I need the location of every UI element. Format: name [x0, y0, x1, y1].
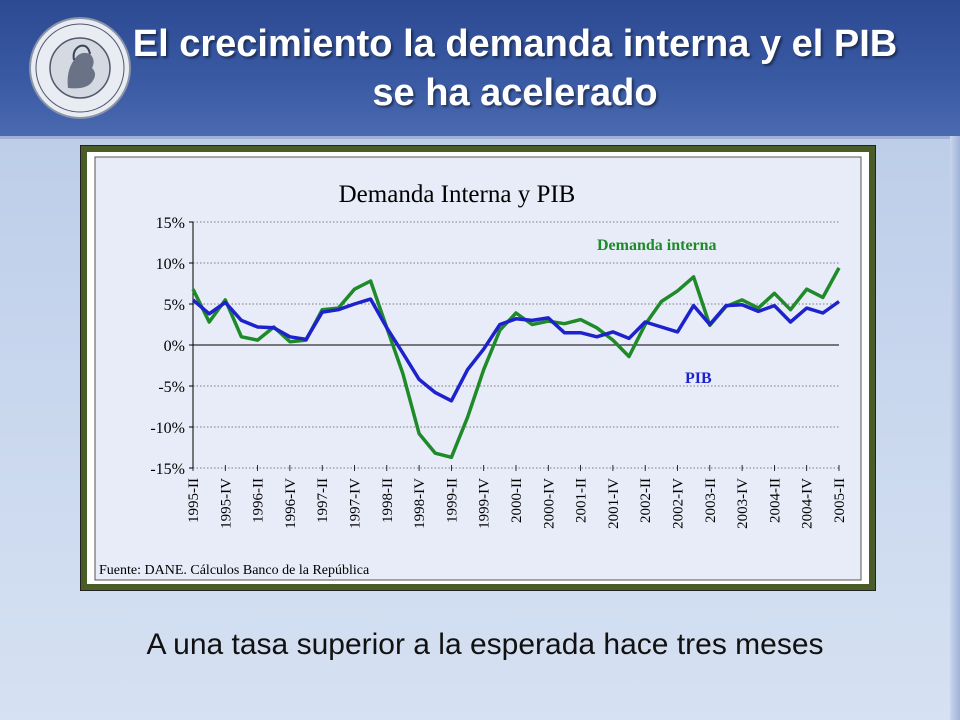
x-tick-label: 1996-II — [251, 478, 267, 523]
x-tick-label: 1999-II — [444, 478, 460, 523]
x-tick-label: 2001-IV — [606, 478, 622, 529]
y-tick-label: 5% — [164, 297, 185, 314]
x-tick-label: 1996-IV — [283, 478, 299, 529]
x-tick-label: 1995-II — [186, 478, 202, 523]
x-tick-label: 2001-II — [574, 478, 590, 523]
decorative-side-bar — [950, 136, 960, 720]
x-tick-label: 2005-II — [832, 478, 848, 523]
chart-source-note: Fuente: DANE. Cálculos Banco de la Repúb… — [99, 563, 370, 578]
y-tick-label: -5% — [158, 379, 185, 396]
slide-header — [0, 0, 960, 139]
x-tick-label: 2002-II — [638, 478, 654, 523]
x-tick-label: 2003-IV — [735, 478, 751, 529]
chart-frame: Demanda Interna y PIB -15% -10% -5% 0% 5% 10%… — [80, 145, 876, 591]
x-tick-label: 1995-IV — [218, 478, 234, 529]
slide-title: El crecimiento la demanda interna y el P… — [132, 23, 898, 114]
y-tick-label: -10% — [150, 420, 185, 437]
slide-caption: A una tasa superior a la esperada hace t… — [146, 628, 824, 661]
x-tick-label: 1999-IV — [477, 478, 493, 529]
chart-inner-border — [94, 156, 862, 581]
x-tick-label: 2000-II — [509, 478, 525, 523]
series-line-pib — [191, 297, 841, 403]
chart-container: Demanda Interna y PIB -15% -10% -5% 0% 5% 10%… — [87, 152, 869, 584]
x-tick-label: 1997-II — [315, 478, 331, 523]
x-tick-label: 1997-IV — [348, 478, 364, 529]
chart-title: Demanda Interna y PIB — [339, 181, 576, 208]
x-tick-label: 2004-II — [767, 478, 783, 523]
y-tick-label: 10% — [156, 256, 185, 273]
x-tick-label: 2003-II — [703, 478, 719, 523]
line-chart: Demanda Interna y PIB -15% -10% -5% 0% 5% 10%… — [94, 156, 862, 581]
y-tick-label: 15% — [156, 215, 185, 232]
x-tick-label: 1998-IV — [412, 478, 428, 529]
x-tick-label: 2002-IV — [671, 478, 687, 529]
x-tick-label: 1998-II — [380, 478, 396, 523]
banco-republica-seal-icon — [29, 17, 131, 119]
x-tick-label: 2000-IV — [541, 478, 557, 529]
legend-label-demanda: Demanda interna — [597, 237, 717, 254]
x-tick-label: 2004-IV — [800, 478, 816, 529]
y-tick-label: 0% — [164, 338, 185, 355]
y-tick-label: -15% — [150, 461, 185, 478]
legend-label-pib: PIB — [685, 370, 712, 387]
